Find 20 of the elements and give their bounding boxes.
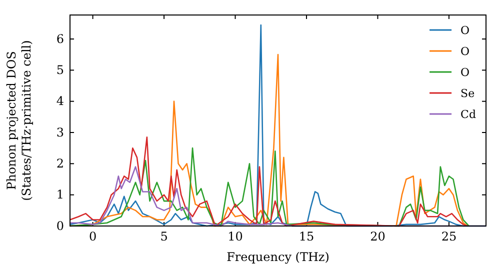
legend-label: Se	[460, 87, 475, 100]
y-tick-label: 0	[56, 218, 64, 233]
y-tick-label: 2	[56, 156, 64, 171]
y-tick-label: 1	[56, 188, 64, 202]
y-axis-title: Phonon projected DOS (States/THz·primitive cell)	[4, 40, 34, 201]
x-tick-label: 0	[88, 230, 97, 244]
legend-label: O	[460, 66, 470, 79]
y-tick-label: 4	[56, 94, 64, 108]
legend-label: O	[460, 45, 470, 58]
legend-label: O	[460, 24, 470, 37]
y-tick-label: 3	[56, 125, 64, 140]
x-tick-label: 5	[160, 230, 168, 244]
y-tick-label: 5	[56, 63, 64, 78]
x-axis-title: Frequency (THz)	[226, 250, 330, 264]
x-tick-label: 20	[370, 230, 386, 244]
x-tick-label: 25	[441, 230, 457, 244]
legend-label: Cd	[460, 108, 476, 121]
x-tick-label: 10	[228, 230, 243, 244]
y-tick-label: 6	[56, 32, 64, 46]
x-tick-label: 15	[298, 230, 314, 244]
